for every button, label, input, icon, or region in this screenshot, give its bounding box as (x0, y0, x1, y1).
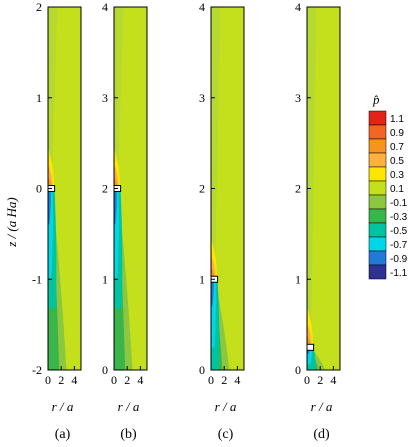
x-tick-label: 4 (137, 373, 143, 387)
wake-blue (48, 188, 51, 225)
x-tick-label: 2 (124, 373, 130, 387)
colorbar-level-label: -0.5 (390, 226, 408, 237)
y-tick-label: 2 (295, 182, 301, 196)
y-tick-label: 2 (102, 182, 108, 196)
colorbar-level-label: 0.7 (390, 142, 404, 153)
upstream-field (307, 7, 317, 348)
colorbar-level-label: 0.9 (390, 128, 404, 139)
colorbar-level-label: -0.7 (390, 240, 408, 251)
x-tick-label: 0 (208, 373, 214, 387)
wake-blue (211, 279, 214, 307)
colorbar-swatch (368, 208, 387, 224)
colorbar: p̂ 1.1 0.9 0.7 0.5 0.3 0.1 -0.1 -0.3 -0.5 -0.7 -0.… (368, 92, 408, 280)
x-axis-label: r / a (52, 399, 74, 414)
x-tick-label: 0 (45, 373, 51, 387)
y-tick-label: 0 (102, 363, 108, 377)
y-tick-label: 0 (36, 182, 42, 196)
panel-label: (c) (218, 427, 234, 442)
y-tick-label: 4 (102, 0, 108, 14)
colorbar-swatch (368, 250, 387, 266)
x-tick-label: 4 (71, 373, 77, 387)
y-tick-label: 4 (295, 0, 301, 14)
colorbar-swatch (368, 236, 387, 252)
y-tick-label: 3 (199, 91, 205, 105)
y-tick-label: 4 (199, 0, 205, 14)
colorbar-level-label: -1.1 (390, 268, 408, 279)
y-tick-label: 1 (36, 91, 42, 105)
colorbar-swatch (368, 264, 387, 280)
x-tick-label: 2 (58, 373, 64, 387)
wake-blue (114, 188, 117, 225)
x-axis-label: r / a (118, 399, 140, 414)
panel-label: (b) (120, 427, 137, 442)
colorbar-level-label: 1.1 (390, 114, 404, 125)
x-axis-label: r / a (311, 399, 333, 414)
y-tick-label: 0 (295, 363, 301, 377)
upstream-field (114, 7, 124, 189)
colorbar-swatch (368, 124, 387, 140)
y-tick-label: 3 (295, 91, 301, 105)
y-tick-label: -1 (32, 272, 42, 286)
x-tick-label: 2 (317, 373, 323, 387)
colorbar-swatch (368, 110, 387, 126)
y-axis-label: z / (a Ha) (4, 197, 19, 247)
colorbar-swatch (368, 138, 387, 154)
y-tick-label: 2 (199, 182, 205, 196)
colorbar-level-label: -0.3 (390, 212, 408, 223)
y-tick-label: 3 (102, 91, 108, 105)
colorbar-swatch (368, 180, 387, 196)
x-axis-label: r / a (215, 399, 237, 414)
panel-label: (d) (313, 427, 330, 442)
y-tick-label: 1 (199, 272, 205, 286)
colorbar-level-label: -0.9 (390, 254, 408, 265)
colorbar-swatch (368, 222, 387, 238)
colorbar-swatch (368, 152, 387, 168)
x-tick-label: 2 (221, 373, 227, 387)
upstream-field (48, 7, 58, 189)
y-tick-label: 1 (295, 272, 301, 286)
y-tick-label: -2 (32, 363, 42, 377)
x-tick-label: 4 (330, 373, 336, 387)
colorbar-swatch (368, 194, 387, 210)
body-marker (306, 343, 315, 351)
colorbar-title: p̂ (372, 92, 380, 107)
colorbar-level-label: 0.5 (390, 156, 404, 167)
x-tick-label: 4 (234, 373, 240, 387)
upstream-field (211, 7, 221, 280)
colorbar-level-label: 0.1 (390, 184, 404, 195)
colorbar-level-label: 0.3 (390, 170, 404, 181)
colorbar-level-label: -0.1 (390, 198, 408, 209)
panel-label: (a) (55, 427, 71, 442)
x-tick-label: 0 (304, 373, 310, 387)
x-tick-label: 0 (111, 373, 117, 387)
y-tick-label: 1 (102, 272, 108, 286)
colorbar-swatch (368, 166, 387, 182)
y-tick-label: 0 (199, 363, 205, 377)
y-tick-label: 2 (36, 0, 42, 14)
